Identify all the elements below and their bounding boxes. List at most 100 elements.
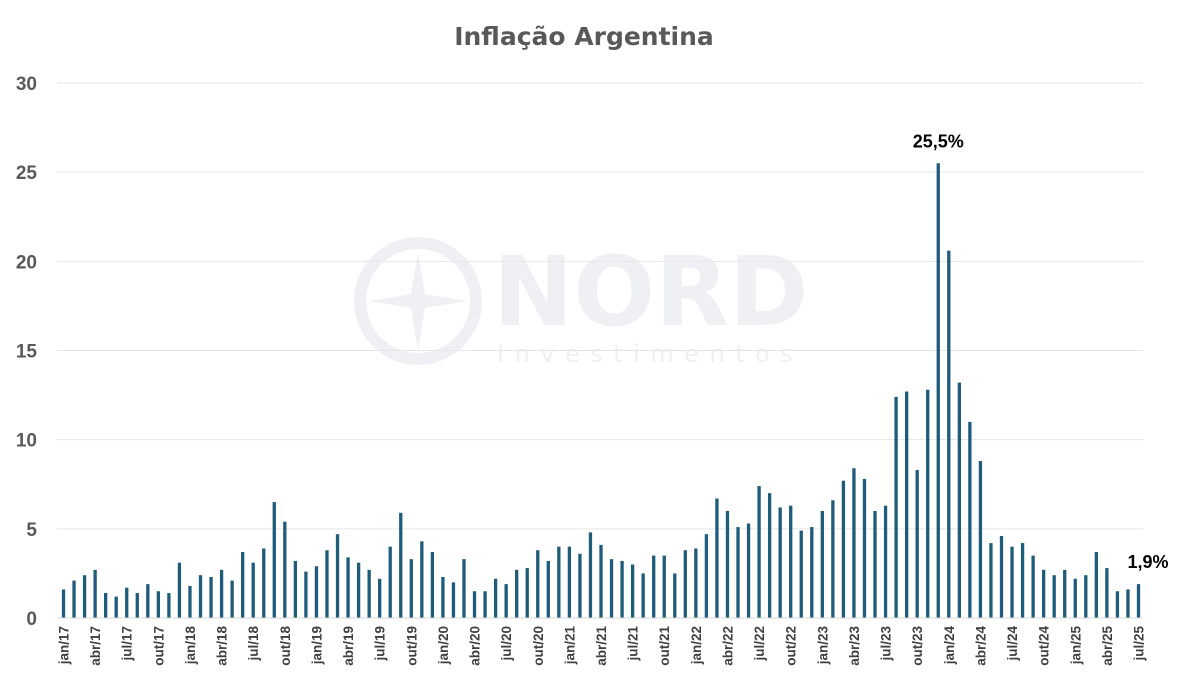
x-tick-label: jan/24	[942, 626, 957, 666]
bar-set-19	[399, 512, 403, 618]
bar-set-22	[778, 507, 782, 618]
bar-fev-21	[578, 553, 582, 618]
y-tick-label: 30	[16, 74, 37, 95]
bar-mar-17	[82, 575, 87, 618]
bar-fev-24	[957, 382, 961, 618]
bar-dez-17	[177, 562, 182, 618]
compass-star-icon	[369, 252, 467, 350]
bar-out-18	[283, 521, 287, 618]
bar-set-21	[652, 555, 656, 618]
bar-nov-20	[546, 560, 550, 618]
bar-abr-17	[93, 569, 97, 618]
watermark-compass-ring	[354, 237, 482, 365]
bar-jun-24	[999, 535, 1004, 618]
x-tick-label: out/20	[531, 626, 546, 666]
bar-jan-17	[61, 589, 66, 618]
bar-ago-24	[1020, 543, 1025, 618]
bar-jul-17	[125, 587, 129, 618]
x-tick-label: abr/25	[1100, 626, 1115, 666]
bar-out-19	[409, 559, 413, 618]
x-tick-label: abr/20	[468, 626, 483, 666]
x-tick-label: abr/17	[88, 626, 103, 666]
bar-dez-19	[430, 552, 435, 618]
bar-dez-21	[683, 550, 687, 618]
x-tick-label: jul/25	[1132, 626, 1147, 662]
bar-jul-18	[251, 562, 255, 618]
bar-abr-24	[978, 461, 983, 618]
bar-mai-22	[736, 527, 740, 618]
watermark-brand: NORD	[493, 236, 809, 348]
bar-jun-22	[746, 523, 751, 618]
x-tick-label: jan/22	[689, 626, 704, 665]
bar-nov-24	[1052, 575, 1056, 618]
x-tick-label: jul/19	[373, 626, 388, 662]
chart-title: Inflação Argentina	[454, 22, 714, 51]
bar-jul-21	[630, 564, 635, 618]
bar-set-17	[146, 584, 150, 618]
bar-jul-25	[1136, 584, 1141, 618]
x-tick-label: abr/19	[341, 626, 356, 666]
bar-ago-17	[135, 593, 139, 618]
y-axis: 0 5 10 15 20 25 30	[16, 74, 38, 630]
bars	[61, 163, 1141, 618]
x-tick-label: jan/18	[183, 626, 198, 666]
x-tick-label: out/21	[657, 626, 672, 666]
bar-mai-18	[230, 580, 234, 618]
bar-mai-19	[356, 562, 361, 618]
x-axis: jan/17 abr/17 jul/17 out/17 jan/18 abr/18 jul/…	[57, 626, 1147, 666]
bar-set-23	[904, 391, 909, 618]
x-tick-label: out/18	[278, 626, 293, 666]
bar-out-20	[536, 550, 540, 618]
bar-mai-20	[483, 591, 487, 618]
bar-abr-20	[472, 591, 477, 618]
x-tick-label: jan/21	[562, 626, 577, 666]
x-tick-label: jan/20	[436, 626, 451, 665]
x-tick-label: jan/25	[1068, 626, 1083, 666]
x-tick-label: abr/21	[594, 626, 609, 666]
nord-watermark: NORD Investimentos	[354, 236, 809, 368]
bar-ago-19	[388, 546, 392, 618]
bar-jun-18	[241, 552, 245, 618]
bar-dez-22	[810, 527, 814, 618]
bar-fev-20	[451, 582, 456, 618]
bar-dez-24	[1063, 569, 1067, 618]
bar-ago-23	[894, 396, 898, 618]
bar-ago-22	[767, 493, 772, 618]
bar-ago-20	[515, 569, 519, 618]
bar-fev-18	[198, 575, 203, 618]
bar-abr-25	[1105, 568, 1109, 618]
bar-nov-18	[293, 560, 298, 618]
x-tick-label: jul/20	[499, 626, 514, 662]
bar-jun-21	[620, 560, 624, 618]
annotations: 25,5% 1,9%	[913, 131, 1169, 572]
x-tick-label: jan/19	[309, 626, 324, 665]
bar-set-20	[525, 568, 529, 618]
bar-abr-22	[725, 511, 730, 618]
bar-mar-19	[335, 534, 340, 618]
bar-dez-23	[936, 163, 940, 618]
data-label-dez-23: 25,5%	[913, 131, 964, 151]
bar-jul-23	[883, 505, 888, 618]
x-tick-label: jan/17	[57, 626, 72, 665]
bar-jun-19	[367, 569, 371, 618]
bar-out-22	[789, 505, 793, 618]
x-tick-label: jan/23	[815, 626, 830, 666]
bar-fev-22	[704, 534, 709, 618]
bar-jul-19	[378, 578, 382, 618]
x-tick-label: jul/21	[626, 626, 641, 662]
bar-set-18	[272, 502, 276, 618]
bar-mar-22	[715, 498, 719, 618]
bar-abr-18	[219, 569, 224, 618]
x-tick-label: out/22	[784, 626, 799, 666]
bar-mai-23	[862, 478, 867, 618]
bar-mar-23	[841, 480, 846, 618]
x-tick-label: abr/22	[720, 626, 735, 666]
bar-mai-17	[104, 593, 108, 618]
bar-jan-25	[1073, 578, 1077, 618]
y-tick-label: 5	[26, 520, 37, 541]
bar-mai-24	[989, 543, 993, 618]
x-tick-label: jul/23	[879, 626, 894, 662]
bar-nov-19	[420, 541, 424, 618]
bar-abr-23	[852, 468, 856, 618]
